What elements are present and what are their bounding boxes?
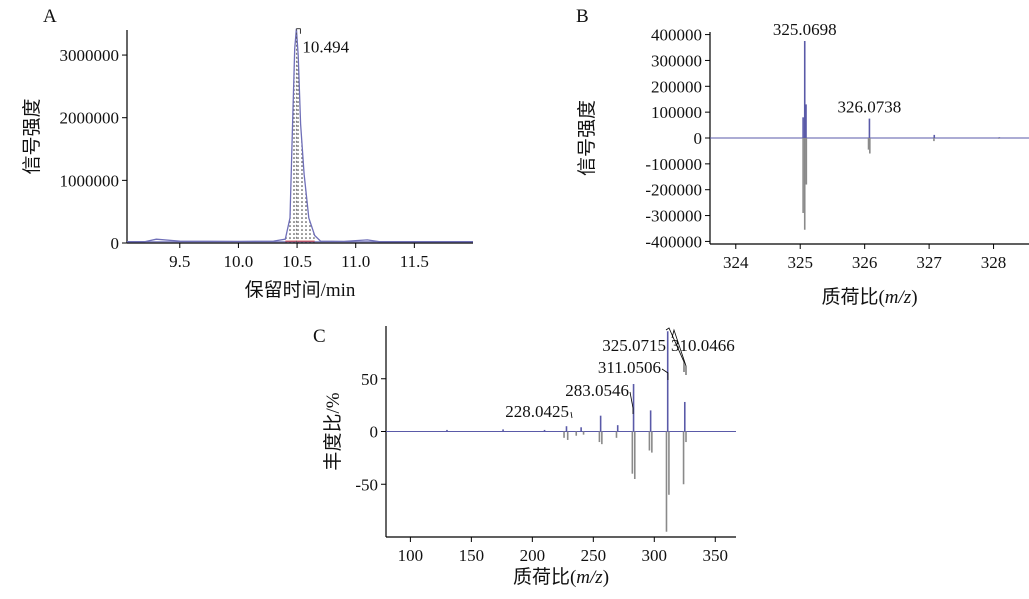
x-tick-label: 11.5 — [400, 252, 429, 271]
y-tick-label: 0 — [111, 234, 120, 253]
peak-label: 311.0506 — [598, 358, 661, 377]
peak-leader — [661, 368, 669, 380]
x-tick-label: 250 — [581, 546, 607, 565]
y-axis-title: 信号强度 — [21, 98, 43, 174]
y-tick-label: 400000 — [651, 26, 702, 45]
peak-area — [285, 28, 315, 244]
series-line — [127, 28, 473, 243]
panel-c: 100 150 200 250 300 350 50 0 -50 质荷比(m/z) 丰度比/% 228… — [322, 326, 736, 588]
x-tick-label: 10.5 — [282, 252, 312, 271]
x-tick-label: 327 — [916, 253, 942, 272]
y-tick-label: -100000 — [645, 155, 702, 174]
peak-label: 326.0738 — [838, 98, 902, 117]
x-tick-label: 328 — [981, 253, 1007, 272]
y-tick-label: 3000000 — [60, 46, 120, 65]
peak-leader — [671, 328, 687, 375]
y-tick-label: 200000 — [651, 77, 702, 96]
x-tick-label: 9.5 — [169, 252, 190, 271]
y-tick-label: 2000000 — [60, 109, 120, 128]
x-tick-label: 300 — [642, 546, 668, 565]
x-axis-title: 质荷比(m/z) — [821, 286, 917, 308]
y-tick-label: 50 — [361, 370, 378, 389]
y-tick-label: 0 — [370, 423, 379, 442]
x-tick-label: 324 — [723, 253, 749, 272]
x-axis-title: 质荷比(m/z) — [513, 566, 609, 588]
peak-leader — [629, 391, 634, 414]
y-tick-label: -200000 — [645, 181, 702, 200]
y-tick-label: 0 — [694, 129, 703, 148]
panel-letter-b: B — [576, 6, 589, 27]
y-tick-label: -50 — [355, 475, 378, 494]
panel-letter-a: A — [43, 6, 57, 27]
peak-leader — [665, 327, 685, 372]
x-axis-title: 保留时间/min — [245, 279, 356, 301]
panel-b: 324 325 326 327 328 400000 300000 200000 100000 0… — [576, 20, 1029, 308]
peak-label: 283.0546 — [565, 381, 629, 400]
peak-label: 325.0698 — [773, 20, 837, 39]
x-tick-label: 100 — [398, 546, 424, 565]
y-tick-label: 300000 — [651, 51, 702, 70]
x-tick-label: 200 — [520, 546, 546, 565]
y-tick-label: -300000 — [645, 207, 702, 226]
peak-label: 228.0425 — [505, 402, 569, 421]
y-axis-title: 丰度比/% — [322, 392, 344, 470]
x-tick-label: 11.0 — [341, 252, 370, 271]
y-tick-label: 100000 — [651, 103, 702, 122]
peak-label: 310.0466 — [671, 336, 735, 355]
panel-letter-c: C — [313, 326, 326, 347]
panel-a: 9.5 10.0 10.5 11.0 11.5 0 1000000 2000000 300000… — [21, 28, 473, 301]
peak-leader — [296, 28, 301, 34]
y-tick-label: -400000 — [645, 232, 702, 251]
y-axis-title: 信号强度 — [576, 100, 598, 176]
x-tick-label: 150 — [459, 546, 485, 565]
x-tick-label: 326 — [852, 253, 878, 272]
x-tick-label: 325 — [787, 253, 813, 272]
peak-label: 10.494 — [302, 38, 349, 57]
x-tick-label: 350 — [703, 546, 729, 565]
peak-label: 325.0715 — [602, 336, 666, 355]
peak-leader — [570, 411, 573, 419]
y-tick-label: 1000000 — [60, 171, 120, 190]
x-tick-label: 10.0 — [224, 252, 254, 271]
